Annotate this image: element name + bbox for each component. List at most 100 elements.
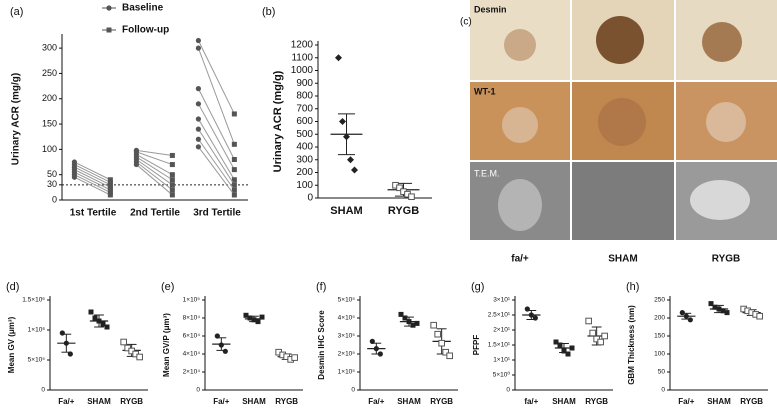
pair-line: [197, 146, 235, 196]
point: [335, 54, 342, 62]
panel-label: (b): [262, 6, 275, 18]
y-tick-label: 250: [654, 297, 665, 304]
image-detail: [596, 16, 644, 64]
point: [430, 321, 437, 329]
legend-marker: [106, 27, 112, 33]
y-tick-label: 1×10⁵: [338, 369, 356, 376]
point: [679, 310, 685, 316]
pair-line: [197, 138, 235, 191]
point: [347, 156, 354, 164]
pair-line: [74, 166, 111, 186]
point: [231, 187, 237, 193]
y-tick-label: 1.5×10¹: [488, 342, 511, 349]
point: [446, 352, 453, 360]
point: [410, 322, 416, 328]
pair-line: [197, 118, 235, 181]
point: [214, 333, 220, 339]
pair-line: [197, 40, 235, 115]
point: [231, 157, 237, 162]
pair-line: [136, 164, 173, 196]
pair-line: [197, 128, 235, 186]
legend-label: Baseline: [122, 3, 164, 14]
point: [524, 306, 530, 312]
y-axis-label: Desmin IHC Score: [317, 310, 326, 380]
y-tick-label: 600: [296, 116, 313, 127]
y-tick-label: 2×10¹: [493, 327, 511, 334]
point: [107, 184, 113, 190]
y-tick-label: 200: [296, 167, 313, 178]
pair-line: [74, 171, 111, 191]
y-axis-label: Mean GV (μm³): [7, 316, 16, 373]
point: [195, 144, 201, 150]
panel-label: (c): [460, 17, 472, 28]
pair-line: [136, 154, 173, 176]
y-tick-label: 5×10⁵: [338, 297, 356, 304]
panel-label: (e): [161, 281, 174, 293]
point: [561, 348, 567, 354]
pair-line: [197, 103, 235, 170]
image: [572, 162, 674, 240]
point: [107, 187, 113, 193]
x-tick-label: RYGB: [120, 397, 143, 406]
point: [88, 309, 94, 315]
y-axis-label: Mean GV/P (μm³): [162, 313, 171, 377]
point: [169, 187, 175, 193]
point: [589, 329, 596, 337]
y-tick-label: 4×10⁴: [183, 351, 201, 358]
point: [408, 193, 415, 201]
image-detail: [706, 102, 746, 142]
column-label: SHAM: [608, 254, 637, 265]
point: [231, 192, 237, 198]
y-tick-label: 50: [658, 369, 666, 376]
point: [402, 315, 408, 321]
point: [195, 101, 201, 107]
y-tick-label: 6×10⁴: [183, 333, 201, 340]
point: [218, 342, 224, 348]
y-tick-label: 0: [307, 193, 313, 204]
y-tick-label: 3×10⁵: [338, 333, 356, 340]
point: [373, 346, 379, 352]
y-tick-label: 1.5×10⁶: [22, 297, 45, 304]
point: [398, 311, 404, 317]
y-tick-label: 0: [52, 194, 57, 204]
pair-line: [74, 161, 111, 181]
legend-marker: [106, 5, 112, 11]
x-tick-label: SHAM: [552, 397, 576, 406]
point: [247, 315, 253, 321]
y-tick-label: 250: [42, 68, 57, 78]
pair-line: [136, 156, 173, 181]
y-axis-label: Urinary ACR (mg/g): [11, 73, 22, 165]
y-tick-label: 800: [296, 91, 313, 102]
pair-line: [74, 174, 111, 193]
y-tick-label: 150: [42, 118, 57, 128]
panel-label: (d): [6, 281, 19, 293]
y-tick-label: 5×10⁰: [493, 371, 511, 379]
y-tick-label: 900: [296, 78, 313, 89]
y-axis-label: GBM Thickness (nm): [627, 305, 636, 385]
x-tick-label: SHAM: [242, 397, 266, 406]
image-detail: [598, 98, 646, 146]
x-tick-label: 3rd Tertile: [193, 208, 241, 219]
point: [169, 182, 175, 188]
column-label: fa/+: [511, 254, 529, 265]
image-detail: [504, 29, 536, 61]
x-tick-label: 2nd Tertile: [130, 208, 180, 219]
x-tick-label: Fa/+: [678, 397, 695, 406]
y-tick-label: 300: [296, 154, 313, 165]
point: [169, 162, 175, 168]
point: [195, 37, 201, 44]
point: [231, 167, 237, 173]
point: [231, 111, 237, 117]
pair-line: [136, 159, 173, 186]
pair-line: [74, 164, 111, 183]
point: [585, 317, 592, 325]
point: [716, 306, 722, 312]
column-label: RYGB: [712, 254, 741, 265]
point: [169, 152, 175, 158]
point: [255, 319, 261, 325]
point: [683, 313, 689, 319]
point: [528, 312, 534, 318]
point: [557, 342, 563, 348]
y-tick-label: 0: [351, 387, 355, 394]
y-tick-label: 200: [654, 315, 665, 322]
